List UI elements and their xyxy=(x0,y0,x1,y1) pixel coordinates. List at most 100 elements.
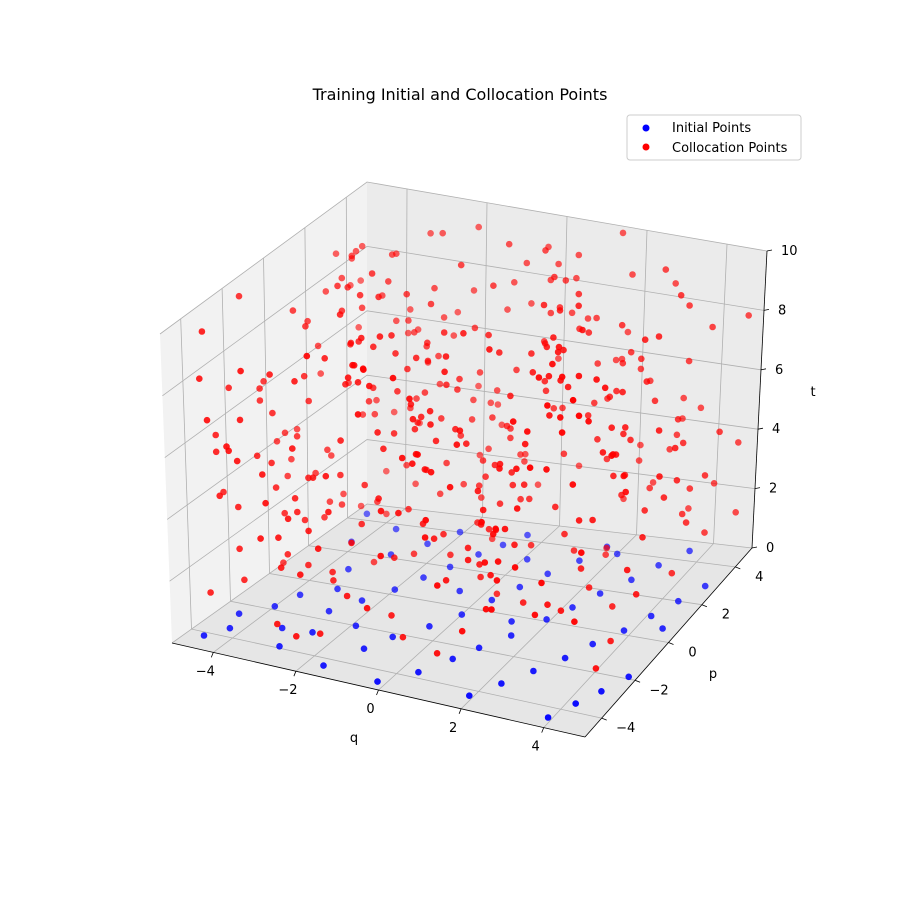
collocation-point xyxy=(531,611,539,619)
collocation-point xyxy=(575,302,582,310)
collocation-point xyxy=(440,329,448,336)
initial-point xyxy=(456,528,464,536)
collocation-point xyxy=(358,520,366,528)
collocation-point xyxy=(697,404,705,412)
collocation-point xyxy=(196,375,203,383)
collocation-point xyxy=(593,314,600,322)
collocation-point xyxy=(551,273,558,281)
collocation-point xyxy=(453,441,461,449)
collocation-point xyxy=(482,473,489,481)
initial-point xyxy=(701,582,709,590)
z-tick-label: 10 xyxy=(781,244,798,259)
collocation-point xyxy=(314,545,322,552)
collocation-point xyxy=(294,508,301,516)
collocation-point xyxy=(638,355,645,363)
legend-box xyxy=(626,114,802,161)
collocation-point xyxy=(212,448,220,456)
collocation-point xyxy=(269,409,276,417)
initial-point xyxy=(596,590,604,597)
collocation-point xyxy=(359,411,367,418)
collocation-point xyxy=(317,370,325,377)
collocation-point xyxy=(701,472,709,479)
collocation-point xyxy=(511,541,518,549)
collocation-point xyxy=(527,541,535,549)
collocation-point xyxy=(439,229,447,237)
x-axis-label: q xyxy=(350,731,358,746)
initial-point xyxy=(544,570,551,578)
collocation-point xyxy=(225,384,232,392)
collocation-point xyxy=(293,633,300,640)
collocation-point xyxy=(212,431,219,439)
collocation-point xyxy=(521,458,528,465)
collocation-point xyxy=(569,396,577,404)
collocation-point xyxy=(543,466,550,473)
collocation-point xyxy=(316,630,324,637)
collocation-point xyxy=(357,277,365,284)
collocation-point xyxy=(253,452,261,460)
collocation-point xyxy=(406,395,413,403)
collocation-point xyxy=(355,324,363,331)
initial-point xyxy=(524,531,531,539)
collocation-point xyxy=(607,637,614,645)
collocation-point xyxy=(575,251,583,259)
collocation-point xyxy=(585,329,593,336)
collocation-point xyxy=(528,350,535,357)
initial-point xyxy=(235,610,243,617)
collocation-point xyxy=(493,387,501,394)
collocation-point xyxy=(492,525,499,533)
collocation-point xyxy=(619,388,626,396)
initial-point xyxy=(498,680,505,687)
collocation-point xyxy=(325,508,332,516)
collocation-point xyxy=(454,308,462,316)
collocation-point xyxy=(570,547,578,554)
collocation-point xyxy=(619,229,627,237)
collocation-point xyxy=(493,590,501,598)
collocation-point xyxy=(302,323,309,330)
collocation-point xyxy=(414,451,421,458)
initial-point xyxy=(523,556,531,563)
collocation-point xyxy=(668,569,676,577)
collocation-point xyxy=(203,416,211,424)
collocation-point xyxy=(421,389,429,396)
collocation-point xyxy=(521,440,529,448)
collocation-point xyxy=(438,415,445,422)
collocation-point xyxy=(486,346,493,353)
collocation-point xyxy=(334,282,341,290)
initial-point xyxy=(345,565,352,573)
collocation-point xyxy=(542,387,550,395)
collocation-point xyxy=(436,490,444,498)
collocation-point xyxy=(344,374,352,382)
collocation-point xyxy=(260,378,267,385)
legend-label-initial: Initial Points xyxy=(672,121,751,136)
collocation-point xyxy=(390,408,398,416)
collocation-point xyxy=(585,418,592,425)
collocation-point xyxy=(358,242,366,250)
collocation-point xyxy=(407,306,414,313)
collocation-point xyxy=(344,284,352,291)
collocation-point xyxy=(475,482,483,490)
collocation-point xyxy=(735,439,742,446)
collocation-point xyxy=(555,355,562,362)
collocation-point xyxy=(450,332,458,339)
collocation-point xyxy=(546,412,553,419)
collocation-point xyxy=(629,271,636,278)
z-tick xyxy=(763,309,770,311)
collocation-point xyxy=(436,380,444,388)
collocation-point xyxy=(511,279,518,286)
y-tick xyxy=(634,679,641,683)
collocation-point xyxy=(284,515,292,523)
initial-point xyxy=(456,587,464,595)
collocation-point xyxy=(602,551,609,558)
collocation-point xyxy=(460,330,467,337)
collocation-point xyxy=(641,507,648,514)
collocation-point xyxy=(613,387,620,395)
collocation-point xyxy=(371,410,379,418)
collocation-point xyxy=(557,607,565,614)
collocation-point xyxy=(358,334,365,342)
initial-point xyxy=(613,550,621,558)
initial-point xyxy=(200,632,208,639)
collocation-point xyxy=(284,551,292,558)
collocation-point xyxy=(272,484,280,491)
collocation-point xyxy=(549,360,556,368)
